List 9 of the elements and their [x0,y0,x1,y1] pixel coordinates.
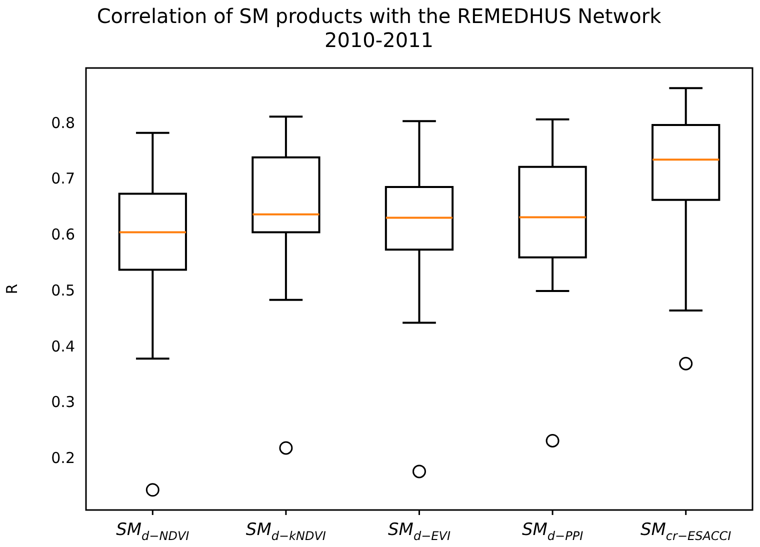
chart-title: Correlation of SM products with the REMEDHUS Network 2010-2011 [96,4,662,52]
y-tick-label: 0.4 [51,337,75,356]
y-tick-label: 0.2 [51,449,75,468]
y-tick-label: 0.8 [51,114,75,132]
y-tick-label: 0.3 [51,393,75,412]
y-tick-label: 0.7 [51,170,75,188]
y-tick-label: 0.6 [51,226,75,244]
y-axis-title: R [2,284,21,294]
y-tick-label: 0.5 [51,281,75,300]
